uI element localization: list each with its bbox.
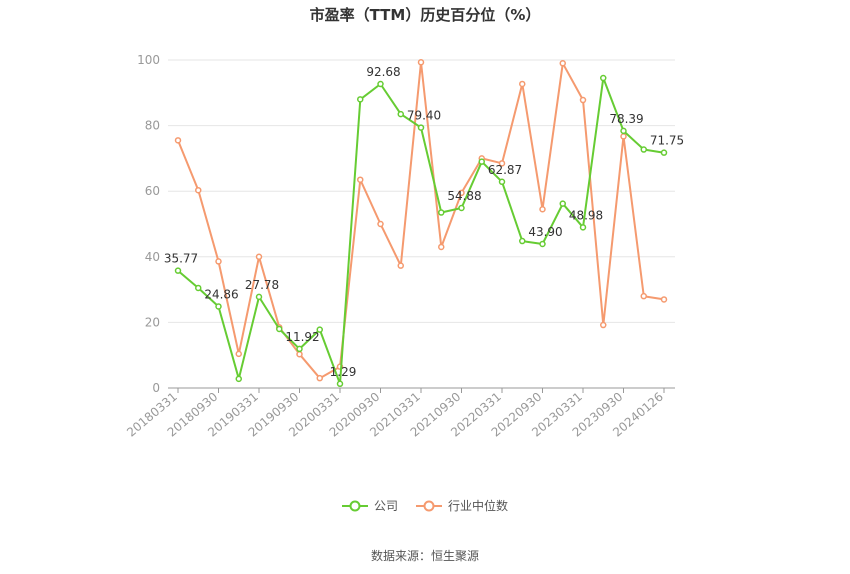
data-point [579, 224, 587, 231]
data-point [195, 284, 202, 292]
series-line-0 [177, 77, 665, 385]
data-point [660, 296, 668, 303]
data-point [458, 189, 465, 197]
data-point [620, 127, 627, 135]
data-label: 1.29 [330, 365, 357, 379]
data-label: 24.86 [204, 287, 238, 301]
chart-title: 市盈率（TTM）历史百分位（%） [309, 6, 541, 24]
data-point [640, 146, 647, 153]
data-point [559, 60, 566, 67]
data-point [195, 186, 202, 194]
data-point [357, 96, 364, 103]
y-tick-label: 60 [145, 184, 160, 198]
data-point [336, 380, 344, 388]
data-point [600, 321, 607, 329]
data-point [519, 237, 526, 245]
data-point [660, 149, 668, 156]
data-point [235, 375, 242, 383]
legend-industry-label: 行业中位数 [448, 499, 509, 513]
data-labels: 35.77 24.86 27.78 11.92 1.29 92.68 79.40 54.88 6… [164, 65, 684, 379]
data-point [397, 262, 404, 269]
data-point [397, 110, 404, 118]
data-label: 78.39 [609, 112, 643, 126]
data-point [498, 160, 506, 167]
data-point [600, 74, 607, 82]
data-label: 54.88 [447, 189, 481, 203]
data-point [539, 205, 546, 213]
data-label: 11.92 [285, 330, 319, 344]
data-label: 79.40 [407, 109, 441, 123]
data-point [316, 374, 323, 382]
data-label: 92.68 [366, 65, 400, 79]
y-axis-ticks: 0 20 40 60 80 100 [137, 53, 160, 395]
y-tick-label: 20 [145, 315, 160, 329]
data-point [478, 158, 485, 165]
x-axis: 2018033120180930201903312019093020200331… [124, 387, 675, 440]
data-point [579, 96, 587, 104]
data-point [519, 80, 526, 88]
legend-company-marker-icon [341, 500, 368, 511]
data-point [235, 350, 242, 358]
data-point [296, 345, 303, 353]
series-layer [174, 59, 668, 388]
data-label: 43.90 [528, 225, 562, 239]
data-point [377, 220, 384, 228]
data-point [255, 253, 263, 261]
data-label: 27.78 [245, 278, 279, 292]
data-point [296, 350, 303, 358]
data-point [559, 200, 566, 207]
legend-industry-marker-icon [416, 500, 442, 511]
data-point [276, 325, 283, 333]
legend-item-company[interactable]: 公司 [341, 497, 398, 514]
data-point [215, 303, 222, 310]
data-point [377, 80, 384, 88]
data-point [438, 243, 445, 251]
data-label: 62.87 [488, 163, 522, 177]
legend-item-industry-median[interactable]: 行业中位数 [416, 497, 508, 514]
data-point [438, 209, 445, 216]
data-point [357, 176, 364, 183]
data-point [174, 267, 182, 274]
y-tick-label: 0 [152, 381, 160, 395]
legend: 公司 行业中位数 [0, 497, 850, 514]
data-point [640, 292, 647, 300]
data-point [215, 258, 222, 265]
data-point [417, 59, 425, 66]
legend-company-label: 公司 [373, 499, 398, 513]
data-point [417, 124, 425, 131]
data-source: 数据来源：恒生聚源 [370, 549, 479, 563]
data-point [458, 204, 465, 212]
data-point [539, 240, 546, 248]
data-point [255, 293, 263, 301]
data-point [316, 326, 323, 333]
data-label: 48.98 [569, 208, 603, 222]
data-point [620, 133, 627, 140]
data-point [498, 178, 506, 186]
y-tick-label: 100 [137, 53, 160, 67]
y-tick-label: 80 [145, 119, 160, 133]
data-point [174, 137, 182, 144]
y-tick-label: 40 [145, 250, 160, 264]
data-label: 35.77 [164, 252, 198, 266]
data-label: 71.75 [650, 134, 684, 148]
